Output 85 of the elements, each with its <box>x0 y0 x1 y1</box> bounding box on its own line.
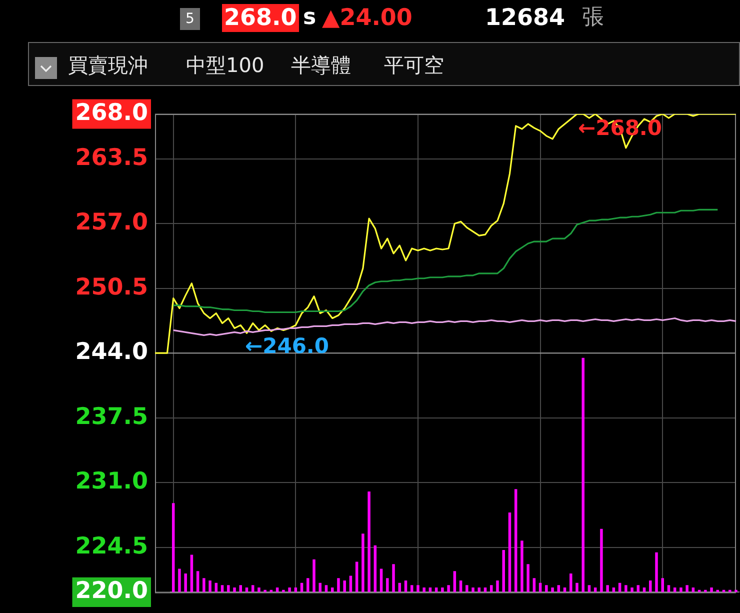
bar <box>557 585 560 592</box>
y-tick-label: 250.5 <box>75 274 148 300</box>
bar <box>734 590 738 592</box>
bar <box>704 590 707 592</box>
bar <box>667 585 670 592</box>
bar <box>239 585 242 592</box>
annotation: ←246.0 <box>245 334 330 358</box>
bar <box>661 578 664 592</box>
bar <box>502 550 505 592</box>
bar <box>636 585 640 592</box>
text: 平可空 <box>384 52 444 78</box>
bar <box>630 588 634 592</box>
text: 268.0 <box>222 4 299 32</box>
bar <box>649 580 652 592</box>
bar <box>453 571 456 592</box>
y-tick-label: 231.0 <box>75 468 148 495</box>
bar <box>447 585 450 592</box>
bar <box>368 491 370 592</box>
bar <box>466 585 468 592</box>
bar <box>190 554 194 592</box>
text: 5 <box>180 8 200 30</box>
bar <box>545 585 548 592</box>
bar <box>410 585 414 592</box>
bar <box>392 564 395 592</box>
bar <box>551 588 554 592</box>
y-tick-label: 244.0 <box>75 339 148 366</box>
bar <box>324 585 328 592</box>
text: 張 <box>582 4 604 32</box>
bar <box>728 590 732 592</box>
bar <box>624 585 628 592</box>
y-tick-label: 224.5 <box>75 533 148 560</box>
bar <box>258 588 260 592</box>
bar <box>526 564 530 592</box>
text: 中型100 <box>186 52 264 78</box>
text: 半導體 <box>291 52 351 78</box>
bar <box>184 573 187 592</box>
bar <box>208 580 212 592</box>
bar <box>355 562 358 592</box>
text: ▲24.00 <box>322 4 412 32</box>
bar <box>178 568 181 592</box>
bar <box>233 588 236 592</box>
bar <box>655 552 658 592</box>
bar <box>710 588 713 592</box>
bar <box>514 489 518 592</box>
text: 買賣現沖 <box>68 52 148 78</box>
y-tick-label: 263.5 <box>75 144 148 171</box>
y-tick-label: 257.0 <box>75 210 148 236</box>
bar <box>374 545 377 592</box>
bar <box>251 585 254 592</box>
bar <box>386 578 389 592</box>
bar <box>600 528 603 592</box>
y-tick-label: 220.0 <box>75 578 148 604</box>
bar <box>686 585 688 592</box>
bar <box>202 578 206 592</box>
bar <box>472 588 474 592</box>
y-tick-label: 237.5 <box>75 404 148 430</box>
y-tick-label: 268.0 <box>75 100 148 126</box>
text: s <box>303 4 316 32</box>
bar <box>172 503 175 592</box>
bar <box>306 578 310 592</box>
bar <box>606 585 609 592</box>
bar <box>582 358 584 592</box>
bar <box>532 578 536 592</box>
bar <box>282 590 285 592</box>
bar <box>220 585 224 592</box>
bar <box>422 588 426 592</box>
bar <box>490 585 493 592</box>
bar <box>569 573 572 592</box>
bar <box>441 588 444 592</box>
bar <box>337 578 340 592</box>
bar <box>508 512 512 592</box>
bar <box>588 585 591 592</box>
bar <box>196 571 200 592</box>
bar <box>264 590 266 592</box>
bar <box>520 540 524 592</box>
bar <box>312 559 316 592</box>
bar <box>343 580 346 592</box>
bar <box>680 588 682 592</box>
bar <box>576 582 578 592</box>
text: 12684 <box>485 4 566 32</box>
bar <box>496 580 499 592</box>
bar <box>288 588 291 592</box>
bar <box>227 585 230 592</box>
bar <box>416 585 420 592</box>
bar <box>362 534 364 592</box>
